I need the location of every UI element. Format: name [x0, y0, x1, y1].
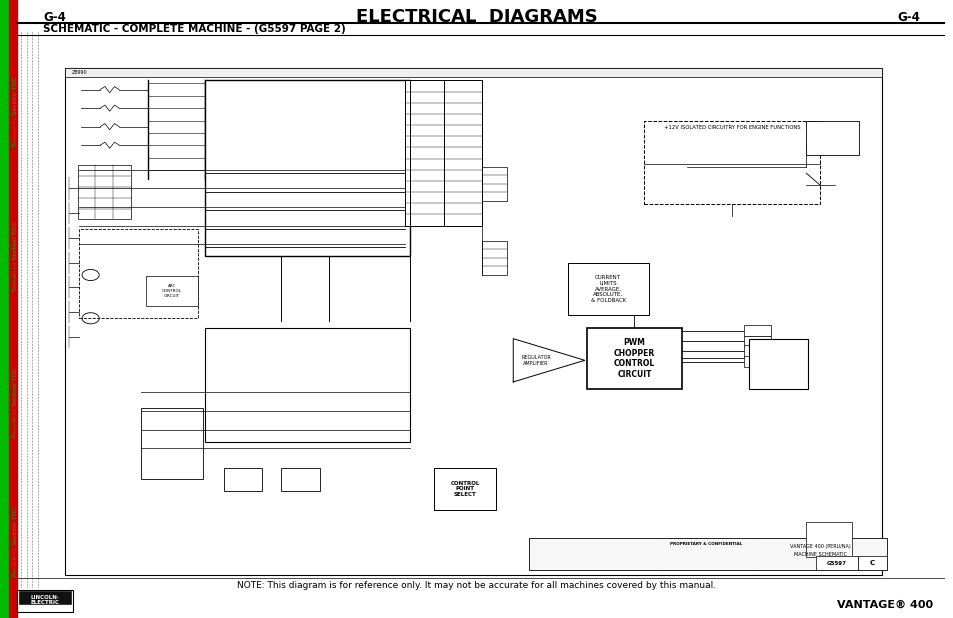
Bar [643, 121, 820, 204]
Text: ARC
CONTROL
CIRCUIT: ARC CONTROL CIRCUIT [162, 284, 182, 298]
Bar [434, 468, 496, 510]
Bar [567, 263, 648, 315]
Bar [857, 556, 886, 570]
Bar [79, 229, 198, 318]
Text: Return to Section TOC: Return to Section TOC [12, 221, 18, 292]
Bar [529, 538, 886, 570]
Text: ELECTRICAL  DIAGRAMS: ELECTRICAL DIAGRAMS [355, 8, 598, 27]
Bar [141, 408, 203, 479]
Text: G5597: G5597 [826, 561, 845, 566]
Bar [815, 556, 857, 570]
Text: G-4: G-4 [43, 11, 66, 24]
Text: Return to Master TOC: Return to Master TOC [12, 544, 18, 612]
Text: PWM
CHOPPER
CONTROL
CIRCUIT: PWM CHOPPER CONTROL CIRCUIT [613, 338, 655, 379]
Bar [743, 345, 770, 357]
Text: Return to Master TOC: Return to Master TOC [12, 114, 18, 182]
Text: Return to Master TOC: Return to Master TOC [12, 260, 18, 328]
Bar [743, 356, 770, 367]
Bar [65, 68, 882, 575]
Bar [224, 468, 262, 491]
Text: Return to Section TOC: Return to Section TOC [12, 366, 18, 437]
Text: VANTAGE 400 (PERU/NA): VANTAGE 400 (PERU/NA) [789, 544, 850, 549]
Bar [0, 0, 9, 618]
Bar [205, 328, 410, 442]
Bar [748, 339, 807, 389]
Text: G-4: G-4 [897, 11, 920, 24]
Text: SCHEMATIC - COMPLETE MACHINE - (G5597 PAGE 2): SCHEMATIC - COMPLETE MACHINE - (G5597 PA… [43, 24, 345, 34]
Text: LINCOLN·: LINCOLN· [30, 595, 59, 600]
Text: ELECTRIC: ELECTRIC [30, 600, 59, 605]
Text: NOTE: This diagram is for reference only. It may not be accurate for all machine: NOTE: This diagram is for reference only… [237, 581, 716, 590]
Bar [443, 80, 481, 226]
Bar [805, 522, 851, 557]
Bar [9, 0, 17, 618]
Text: CONTROL
POINT
SELECT: CONTROL POINT SELECT [450, 481, 479, 497]
Bar [205, 80, 410, 256]
Bar [481, 167, 506, 201]
Bar [586, 328, 681, 389]
Bar [281, 468, 319, 491]
Bar [481, 241, 506, 275]
Bar [65, 68, 882, 77]
Text: Return to Master TOC: Return to Master TOC [12, 405, 18, 473]
Text: Return to Section TOC: Return to Section TOC [12, 76, 18, 146]
Bar [19, 591, 71, 604]
Bar [743, 336, 770, 347]
Text: PROPRIETARY & CONFIDENTIAL: PROPRIETARY & CONFIDENTIAL [669, 542, 741, 546]
Bar [78, 165, 131, 219]
Bar [743, 325, 770, 336]
Text: Z8990: Z8990 [71, 70, 87, 75]
Text: +12V ISOLATED CIRCUITRY FOR ENGINE FUNCTIONS: +12V ISOLATED CIRCUITRY FOR ENGINE FUNCT… [663, 125, 800, 130]
Polygon shape [513, 339, 584, 382]
Text: REGULATOR
AMPLIFIER: REGULATOR AMPLIFIER [520, 355, 551, 366]
Bar [805, 121, 858, 154]
Bar [17, 590, 72, 612]
Bar [405, 80, 443, 226]
Text: C: C [869, 561, 874, 566]
Text: CURRENT
LIMITS
AVERAGE,
ABSOLUTE,
& FOLDBACK: CURRENT LIMITS AVERAGE, ABSOLUTE, & FOLD… [590, 275, 625, 303]
Text: Return to Section TOC: Return to Section TOC [12, 506, 18, 576]
Text: VANTAGE® 400: VANTAGE® 400 [836, 599, 932, 609]
Text: MACHINE SCHEMATIC: MACHINE SCHEMATIC [793, 552, 846, 557]
Bar [146, 276, 198, 306]
